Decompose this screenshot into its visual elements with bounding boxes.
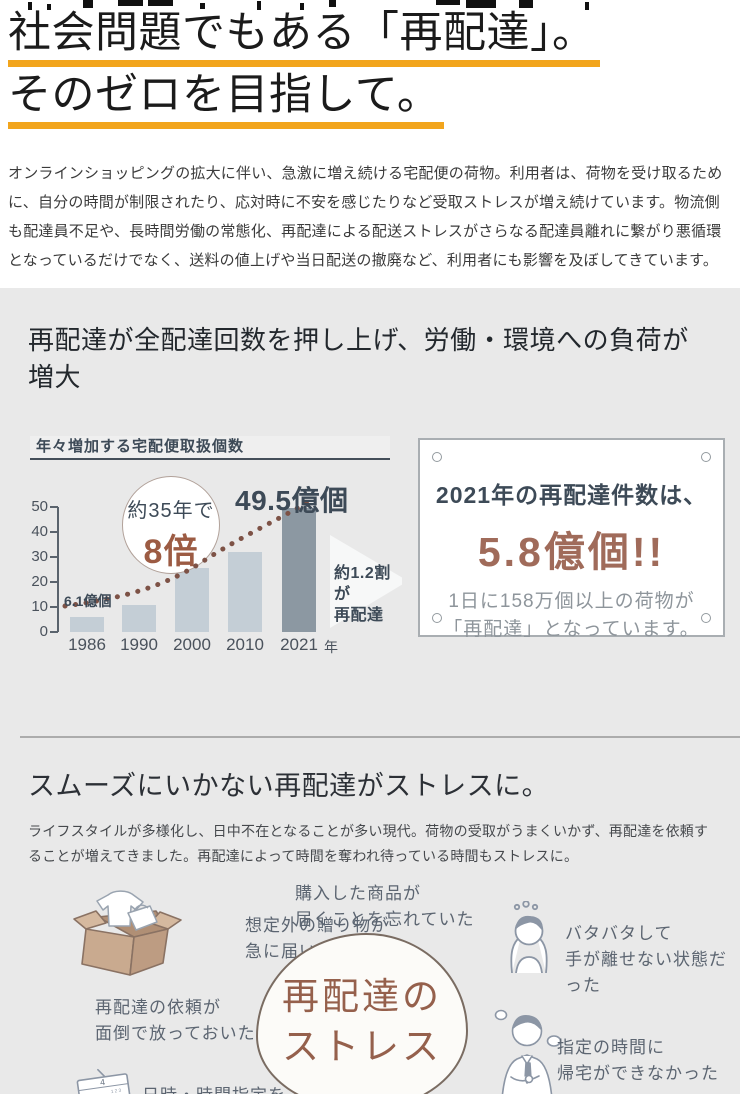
first-bar-value-label: 6.1億個 [64,593,112,609]
y-tick-label: 30 [31,548,48,565]
stress-section-title: スムーズにいかない再配達がストレスに。 [28,771,550,801]
board-heading: 2021年の再配達件数は、 [435,482,708,508]
redelivery-count-board: 2021年の再配達件数は、 5.8億個!! 1日に158万個以上の荷物が 「再配… [418,438,725,640]
screw-icon [432,452,442,462]
page-title: 社会問題でもある「再配達」。 そのゼロを目指して。 [8,12,740,129]
hero-section: 社会問題でもある「再配達」。 そのゼロを目指して。 オンラインショッピングの拡大… [0,0,740,288]
y-tick-mark [50,531,58,533]
parcel-volume-chart: 年々増加する宅配便取扱個数 0 10 20 30 40 50 1986 1990 2000 201… [30,436,402,664]
last-bar-value-label: 49.5億個 [235,485,349,516]
chart-bar-2010 [228,551,262,632]
stress-center-text: 再配達の ストレス [282,976,442,1067]
page-title-line2: そのゼロを目指して。 [8,74,445,129]
calendar-month: 4 [99,1077,105,1088]
screw-icon [432,613,442,623]
stress-item-lazy-request: 再配達の依頼が 面倒で放っておいた [95,998,256,1043]
chart-bar-2021 [282,508,316,632]
svg-text:1 2 3: 1 2 3 [111,1088,122,1094]
stress-center-bubble: 再配達の ストレス [256,933,468,1094]
y-tick-mark [50,606,58,608]
y-tick-mark [50,631,58,633]
y-tick-label: 0 [39,623,48,640]
x-axis-unit: 年 [324,639,338,655]
x-tick-label: 1986 [68,635,106,654]
board-sub-line1: 1日に158万個以上の荷物が [448,591,695,612]
chart-bar-1986 [70,616,104,632]
stress-item-not-home: 指定の時間に 帰宅ができなかった [557,1038,719,1083]
growth-badge-line1: 約35年で [127,500,215,522]
x-tick-label: 2000 [173,635,211,654]
chart-bar-2000 [175,567,209,632]
y-tick-mark [50,506,58,508]
cropped-previous-line [0,0,740,10]
open-box-icon [73,890,182,976]
chart-title: 年々増加する宅配便取扱個数 [30,436,390,460]
y-tick-mark [50,581,58,583]
y-tick-label: 50 [31,498,48,515]
y-tick-mark [50,556,58,558]
stats-section: 再配達が全配達回数を押し上げ、労働・環境への負荷が増大 年々増加する宅配便取扱個… [0,288,740,1094]
x-tick-label: 2021 [280,635,318,654]
chart-bar-1990 [122,604,156,632]
page-title-line1: 社会問題でもある「再配達」。 [8,12,600,67]
stats-section-title: 再配達が全配達回数を押し上げ、労働・環境への負荷が増大 [28,325,689,392]
screw-icon [701,613,711,623]
stress-item-busy: バタバタして 手が離せない状態だった [565,924,727,995]
chart-row: 年々増加する宅配便取扱個数 0 10 20 30 40 50 1986 1990 2000 201… [30,436,740,664]
stress-item-forgot-date: 日時・時間指定を 忘れてしまった [142,1083,286,1094]
stress-item-forgot-order: 購入した商品が 届くことを忘れていた [295,884,475,929]
y-tick-label: 10 [31,598,48,615]
board-big-number: 5.8億個!! [477,529,666,575]
intro-paragraph: オンラインショッピングの拡大に伴い、急激に増え続ける宅配便の荷物。利用者は、荷物… [8,165,723,269]
board-sub-line2: 「再配達」となっています。 [443,619,700,640]
x-tick-label: 2010 [226,635,264,654]
trend-dotted-line [62,499,311,609]
growth-badge-line2: 8倍 [143,533,199,571]
screw-icon [701,452,711,462]
stress-illustration-area: 想定外の贈り物が 急に届いた 購入した商品が 届くことを忘れていた 再配達の依頼… [0,875,740,1094]
watch-person-icon [494,1009,562,1094]
calendar-icon: 4 1 2 3 4 5 6 7 8 9 10 11 12 13 14 15 16… [76,1068,134,1094]
growth-badge: 約35年で 8倍 [122,476,220,574]
flustered-person-icon [510,901,548,973]
y-axis [57,507,59,632]
y-tick-label: 20 [31,573,48,590]
chart-overlay [330,535,402,628]
redelivery-share-label: 約1.2割が 再配達 [334,565,391,624]
section-divider [20,736,740,738]
y-tick-label: 40 [31,523,48,540]
x-tick-label: 1990 [120,635,158,654]
redelivery-arrow-icon [330,535,402,628]
stress-section-body: ライフスタイルが多様化し、日中不在となることが多い現代。荷物の受取がうまくいかず… [28,823,709,864]
